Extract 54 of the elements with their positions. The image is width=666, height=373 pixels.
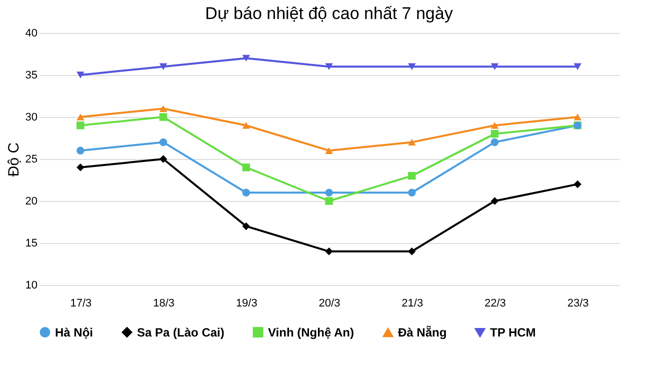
point	[76, 122, 84, 130]
point	[490, 63, 499, 70]
x-tick-label: 22/3	[484, 298, 506, 310]
point	[76, 146, 84, 154]
point	[574, 180, 582, 188]
point	[325, 197, 333, 205]
point	[408, 248, 416, 256]
x-tick-label: 19/3	[236, 298, 258, 310]
y-tick-label: 35	[25, 70, 38, 82]
x-tick-label: 21/3	[402, 298, 424, 310]
point	[408, 188, 416, 196]
point	[574, 114, 582, 120]
y-tick-label: 10	[25, 280, 38, 292]
legend-label: TP HCM	[490, 326, 536, 340]
point	[408, 138, 416, 146]
x-tick-label: 17/3	[70, 298, 92, 310]
chart-title: Dự báo nhiệt độ cao nhất 7 ngày	[205, 4, 454, 23]
y-tick-label: 30	[25, 112, 38, 124]
point	[325, 63, 333, 70]
point	[325, 188, 333, 196]
point	[242, 164, 250, 172]
legend-label: Sa Pa (Lào Cai)	[137, 325, 224, 340]
point	[242, 222, 250, 230]
point	[325, 147, 333, 154]
legend-label: Đà Nẵng	[398, 326, 447, 340]
point	[76, 114, 84, 120]
y-axis-title: Độ C	[5, 142, 22, 177]
y-tick-label: 40	[25, 28, 38, 40]
point	[159, 63, 168, 70]
point	[325, 248, 333, 256]
point	[408, 63, 416, 70]
y-tick-label: 25	[25, 154, 38, 166]
x-tick-label: 23/3	[567, 298, 589, 310]
x-tick-label: 18/3	[153, 298, 174, 310]
y-tick-label: 20	[25, 196, 38, 208]
point	[159, 113, 168, 121]
point	[242, 122, 250, 129]
point	[490, 122, 499, 129]
point	[242, 188, 250, 196]
point	[574, 63, 582, 70]
x-tick-label: 20/3	[318, 298, 340, 310]
point	[159, 155, 168, 163]
y-tick-label: 15	[25, 238, 38, 250]
point	[490, 130, 499, 138]
legend-label: Hà Nội	[55, 325, 94, 340]
legend-label: Vinh (Nghệ An)	[268, 325, 354, 340]
point	[76, 72, 84, 78]
point	[490, 197, 499, 205]
point	[76, 164, 84, 172]
point	[242, 54, 250, 62]
point	[408, 172, 416, 180]
point	[159, 105, 168, 112]
point	[490, 138, 499, 146]
point	[159, 138, 168, 146]
